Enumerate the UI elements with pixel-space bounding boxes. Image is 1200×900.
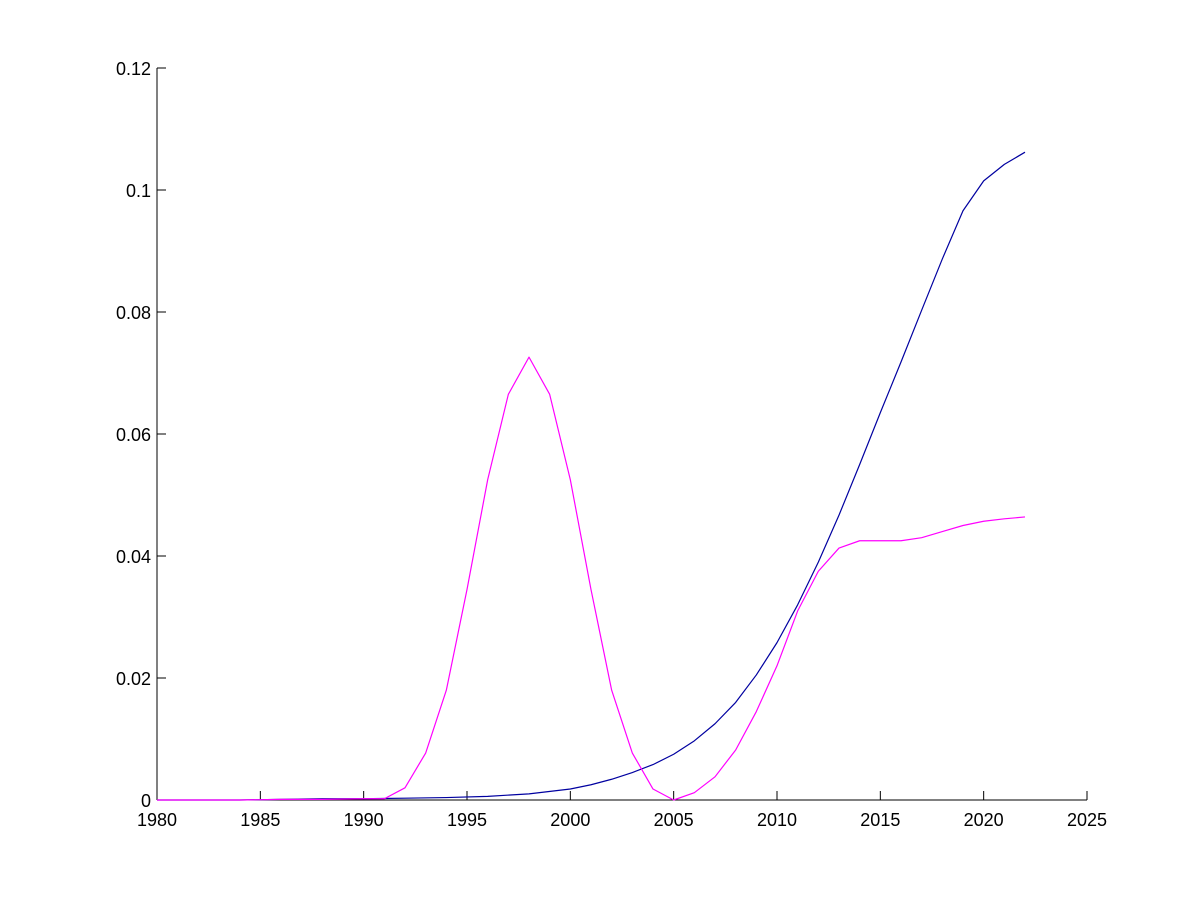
x-tick-label: 2010 — [757, 810, 797, 830]
y-tick-label: 0.1 — [126, 181, 151, 201]
x-tick-label: 2025 — [1067, 810, 1107, 830]
x-tick-label: 2005 — [654, 810, 694, 830]
x-tick-label: 1995 — [447, 810, 487, 830]
y-tick-label: 0.08 — [116, 303, 151, 323]
y-tick-label: 0.02 — [116, 669, 151, 689]
x-tick-label: 2020 — [964, 810, 1004, 830]
y-tick-label: 0.06 — [116, 425, 151, 445]
y-tick-label: 0.12 — [116, 59, 151, 79]
series-line-1 — [157, 151, 1026, 801]
series-lines — [157, 151, 1026, 801]
x-tick-label: 2000 — [550, 810, 590, 830]
x-tick-label: 2015 — [860, 810, 900, 830]
x-tick-label: 1980 — [137, 810, 177, 830]
y-tick-label: 0 — [141, 791, 151, 811]
x-tick-label: 1985 — [240, 810, 280, 830]
y-tick-label: 0.04 — [116, 547, 151, 567]
axes: 1980 1985 1990 1995 2000 2005 2010 2015 2020 2025… — [116, 59, 1107, 830]
series-line-2 — [157, 356, 1026, 801]
x-tick-label: 1990 — [344, 810, 384, 830]
